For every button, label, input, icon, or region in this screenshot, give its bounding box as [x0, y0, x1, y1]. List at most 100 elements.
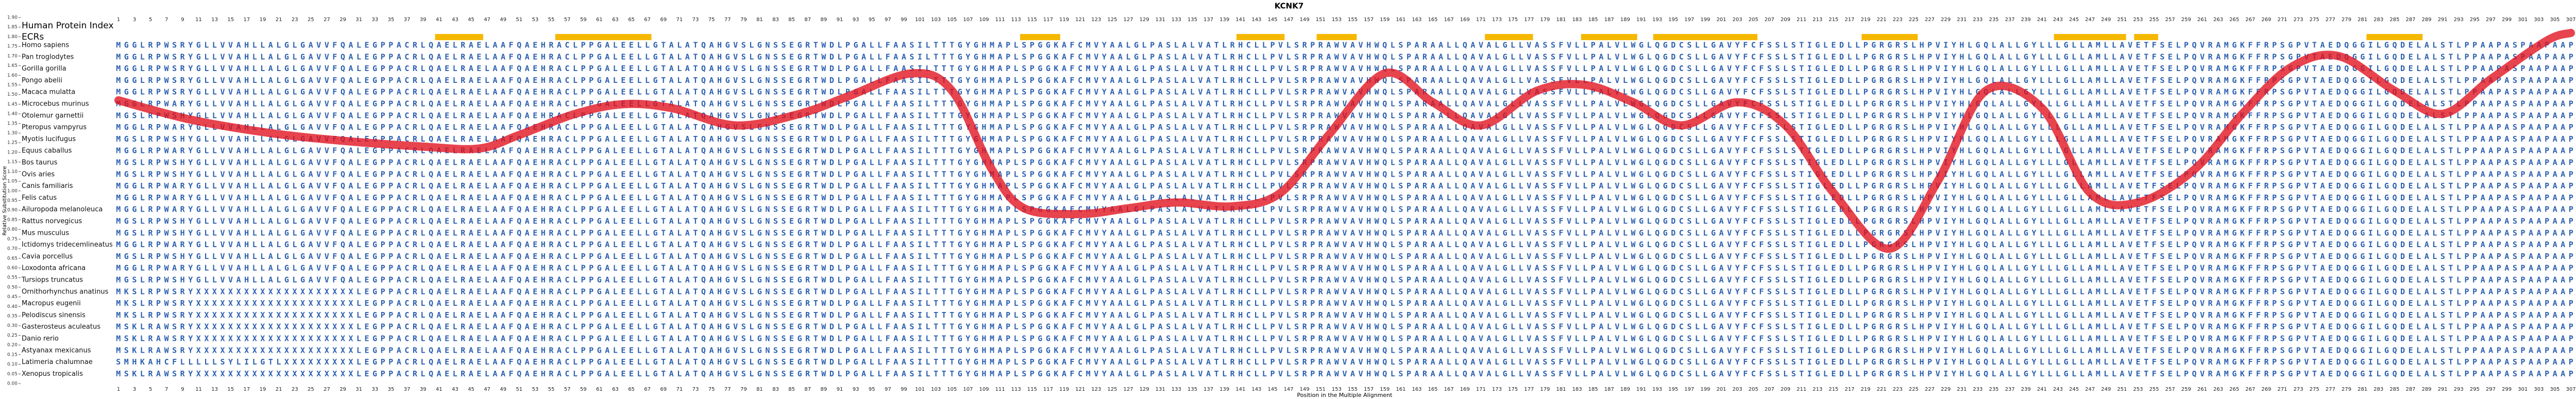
y-tick-label: 0.10: [7, 362, 18, 367]
y-tick-label: 1.00: [7, 188, 18, 194]
x-tick-label-top: 105: [947, 17, 957, 23]
species-name: Macropus eugenii: [22, 300, 81, 307]
y-tick-label: 0.40: [7, 304, 18, 309]
x-tick-label-top: 27: [324, 17, 330, 23]
x-tick-label-top: 123: [1091, 17, 1101, 23]
x-tick-label-top: 241: [2037, 17, 2047, 23]
x-tick-label-bottom: 31: [355, 387, 362, 392]
y-tick-label: 0.30: [7, 323, 18, 328]
x-tick-label-bottom: 37: [404, 387, 411, 392]
x-tick-label-top: 287: [2405, 17, 2415, 23]
x-tick-label-top: 3: [133, 17, 136, 23]
x-tick-label-bottom: 77: [724, 387, 731, 392]
x-tick-label-top: 49: [500, 17, 506, 23]
x-tick-label-bottom: 1: [117, 387, 120, 392]
x-tick-label-top: 135: [1188, 17, 1197, 23]
species-name: Ovis aries: [22, 170, 55, 178]
species-name: Astyanax mexicanus: [22, 346, 91, 354]
x-tick-label-top: 189: [1620, 17, 1630, 23]
species-name: Danio rerio: [22, 335, 59, 343]
x-tick-label-bottom: 53: [532, 387, 539, 392]
x-tick-label-top: 193: [1652, 17, 1662, 23]
x-tick-label-top: 147: [1284, 17, 1294, 23]
y-tick-label: 0.80: [7, 227, 18, 232]
y-tick-label: 1.15: [7, 160, 18, 165]
x-tick-label-top: 53: [532, 17, 539, 23]
x-tick-label-top: 29: [340, 17, 346, 23]
x-tick-label-bottom: 13: [211, 387, 218, 392]
x-tick-label-top: 259: [2181, 17, 2191, 23]
y-tick-label: 1.20: [7, 150, 18, 155]
x-tick-label-top: 225: [1909, 17, 1919, 23]
x-tick-label-bottom: 11: [195, 387, 202, 392]
x-tick-label-bottom: 211: [1797, 387, 1806, 392]
x-tick-label-top: 109: [979, 17, 989, 23]
x-tick-label-top: 277: [2326, 17, 2335, 23]
x-tick-label-top: 265: [2229, 17, 2239, 23]
x-tick-label-bottom: 191: [1636, 387, 1646, 392]
x-tick-label-bottom: 213: [1812, 387, 1822, 392]
x-tick-label-top: 207: [1765, 17, 1774, 23]
x-tick-label-top: 35: [388, 17, 395, 23]
x-tick-label-bottom: 265: [2229, 387, 2239, 392]
species-name: Xenopus tropicalis: [22, 370, 83, 378]
species-name: Macaca mulatta: [22, 89, 75, 96]
x-tick-label-bottom: 277: [2326, 387, 2335, 392]
species-name: Bos taurus: [22, 159, 58, 167]
x-tick-label-bottom: 257: [2165, 387, 2175, 392]
x-tick-label-top: 113: [1011, 17, 1021, 23]
x-tick-label-bottom: 17: [244, 387, 250, 392]
x-tick-label-bottom: 167: [1444, 387, 1454, 392]
x-tick-label-top: 257: [2165, 17, 2175, 23]
x-tick-label-top: 187: [1604, 17, 1614, 23]
x-tick-label-top: 133: [1172, 17, 1181, 23]
x-tick-label-bottom: 159: [1380, 387, 1389, 392]
x-tick-label-top: 1: [117, 17, 120, 23]
x-tick-label-top: 253: [2133, 17, 2143, 23]
x-tick-label-bottom: 45: [468, 387, 474, 392]
x-tick-label-bottom: 105: [947, 387, 957, 392]
x-tick-label-top: 213: [1812, 17, 1822, 23]
x-tick-label-top: 163: [1412, 17, 1421, 23]
x-tick-label-top: 307: [2566, 17, 2575, 23]
ecr-bar: [1861, 34, 1918, 40]
x-tick-label-top: 31: [355, 17, 362, 23]
y-tick-label: 0.20: [7, 343, 18, 348]
x-tick-label-bottom: 21: [276, 387, 282, 392]
x-tick-label-bottom: 275: [2310, 387, 2319, 392]
ecr-bar: [1581, 34, 1637, 40]
y-tick-label: 1.80: [7, 34, 18, 40]
species-name: Pan troglodytes: [22, 53, 74, 61]
x-tick-label-bottom: 209: [1781, 387, 1790, 392]
species-name: Gorilla gorilla: [22, 65, 66, 73]
x-tick-label-bottom: 241: [2037, 387, 2047, 392]
x-tick-label-bottom: 145: [1267, 387, 1277, 392]
x-tick-label-bottom: 281: [2358, 387, 2367, 392]
x-tick-label-bottom: 239: [2021, 387, 2031, 392]
ecr-bar: [1236, 34, 1285, 40]
x-tick-label-top: 155: [1348, 17, 1358, 23]
x-tick-label-bottom: 101: [915, 387, 925, 392]
x-tick-label-top: 51: [516, 17, 522, 23]
x-tick-label-top: 251: [2117, 17, 2127, 23]
species-name: Homo sapiens: [22, 42, 69, 49]
species-name: Pongo abelii: [22, 77, 62, 84]
x-tick-label-top: 219: [1861, 17, 1871, 23]
x-tick-label-top: 107: [963, 17, 973, 23]
x-tick-label-bottom: 151: [1316, 387, 1326, 392]
x-tick-label-bottom: 103: [931, 387, 941, 392]
x-tick-label-bottom: 267: [2245, 387, 2255, 392]
y-tick-label: 0.05: [7, 372, 18, 377]
x-tick-label-top: 231: [1957, 17, 1967, 23]
x-tick-label-top: 127: [1123, 17, 1133, 23]
x-tick-label-top: 215: [1828, 17, 1838, 23]
species-name: Latimeria chalumnae: [22, 358, 93, 366]
y-tick-label: 0.85: [7, 217, 18, 222]
x-tick-label-top: 249: [2101, 17, 2111, 23]
x-tick-label-top: 183: [1572, 17, 1582, 23]
x-tick-label-bottom: 237: [2005, 387, 2015, 392]
x-tick-label-top: 43: [452, 17, 459, 23]
x-tick-label-top: 261: [2197, 17, 2207, 23]
x-tick-label-bottom: 115: [1027, 387, 1037, 392]
